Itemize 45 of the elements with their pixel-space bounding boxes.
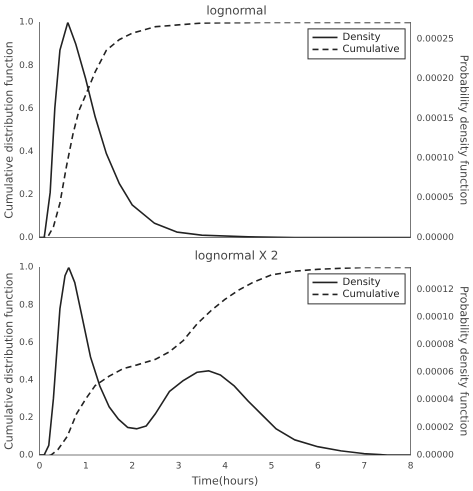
y-tick-label: 0.4 [19, 375, 34, 386]
y2-tick-label: 0.00000 [416, 232, 454, 243]
y-tick-label: 0.8 [19, 300, 34, 310]
x-tick-label: 7 [361, 462, 368, 472]
legend-label: Density [342, 32, 381, 43]
y2-tick-label: 0.00020 [416, 74, 454, 84]
y-axis-title: Cumulative distribution function [2, 272, 16, 450]
x-tick-label: 0 [36, 462, 43, 472]
y2-tick-label: 0.00000 [416, 450, 454, 460]
y2-axis-title: Probability density function [458, 286, 471, 436]
x-tick-label: 4 [222, 462, 228, 472]
y-tick-label: 0.0 [19, 450, 34, 460]
y-tick-label: 1.0 [19, 262, 34, 273]
x-tick-label: 2 [129, 462, 136, 472]
y2-tick-label: 0.00006 [416, 368, 454, 378]
chart-title: lognormal [206, 3, 267, 18]
y2-tick-label: 0.00010 [416, 154, 454, 164]
y2-axis-title: Probability density function [458, 54, 471, 206]
legend-label: Density [342, 276, 381, 288]
legend-label: Cumulative [342, 288, 400, 300]
y-tick-label: 0.4 [19, 146, 34, 157]
x-tick-label: 5 [268, 462, 274, 472]
y-tick-label: 0.6 [19, 104, 34, 114]
x-axis-title: Time(hours) [190, 474, 258, 488]
x-tick-label: 6 [314, 462, 321, 472]
y-axis-title: Cumulative distribution function [2, 41, 16, 219]
x-tick-label: 1 [83, 462, 89, 472]
y2-tick-label: 0.00005 [416, 193, 454, 204]
y-tick-label: 0.0 [19, 232, 34, 243]
y-tick-label: 0.2 [19, 412, 34, 423]
y-tick-label: 0.6 [19, 338, 34, 348]
y2-tick-label: 0.00015 [416, 114, 454, 124]
y-tick-label: 0.2 [19, 190, 34, 200]
y2-tick-label: 0.00004 [416, 395, 454, 406]
y2-tick-label: 0.00012 [416, 284, 454, 295]
y-tick-label: 1.0 [19, 18, 34, 28]
x-tick-label: 3 [176, 462, 182, 472]
chart-title: lognormal X 2 [194, 248, 278, 262]
legend-label: Cumulative [342, 44, 400, 55]
y2-tick-label: 0.00002 [416, 422, 454, 433]
y2-tick-label: 0.00010 [416, 312, 454, 322]
y2-tick-label: 0.00008 [416, 340, 454, 350]
x-tick-label: 8 [408, 462, 414, 472]
y2-tick-label: 0.00025 [416, 34, 454, 44]
y-tick-label: 0.8 [19, 60, 34, 71]
